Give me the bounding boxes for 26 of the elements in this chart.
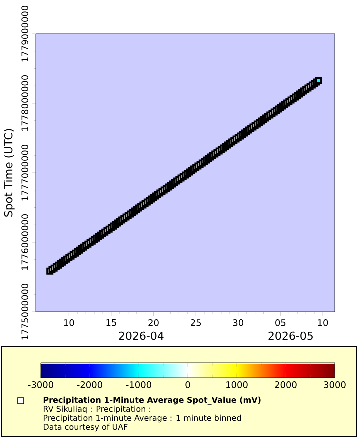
color-bar-label: 2000 xyxy=(275,382,297,388)
x-tick-label: 20 xyxy=(148,319,159,326)
y-tick-label: 1776000000 xyxy=(22,214,28,270)
color-bar-label: -1000 xyxy=(126,382,152,388)
y-tick-label: 1775000000 xyxy=(22,284,28,340)
color-bar-label: -2000 xyxy=(77,382,102,388)
y-tick-label: 1777000000 xyxy=(22,144,28,201)
text: Precipitation 1-Minute Average Spot_Value (mV) xyxy=(44,396,261,405)
color-bar-label: 0 xyxy=(186,382,190,388)
color-bar-label: -3000 xyxy=(28,382,54,388)
y-tick-label: 1778000000 xyxy=(22,75,28,132)
x-tick-label: 30 xyxy=(233,319,244,326)
text: 2026-04 xyxy=(119,332,164,340)
text: Data courtesy of UAF xyxy=(44,424,128,432)
x-tick-label: 15 xyxy=(106,320,116,326)
x-tick-label: 10 xyxy=(318,319,328,326)
text: RV Sikuliaq : Precipitation : xyxy=(44,406,150,414)
text: Precipitation 1-minute Average : 1 minute binned xyxy=(44,414,242,423)
color-bar-label: 1000 xyxy=(226,382,248,388)
x-tick-label: 25 xyxy=(191,319,202,326)
y-tick-label: 1779000000 xyxy=(22,6,28,62)
x-tick-label: 05 xyxy=(276,319,286,326)
color-bar-label: 3000 xyxy=(324,382,346,388)
x-tick-label: 10 xyxy=(64,319,74,326)
text: 2026-05 xyxy=(268,332,313,340)
y-axis-title: Spot Time (UTC) xyxy=(4,129,15,217)
